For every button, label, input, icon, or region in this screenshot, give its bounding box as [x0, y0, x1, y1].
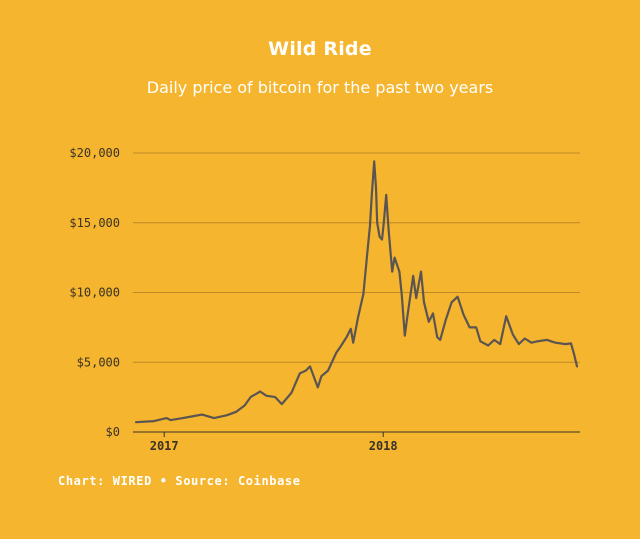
x-tick-label: 2018: [369, 439, 398, 453]
y-tick-label: $10,000: [69, 286, 120, 300]
y-tick-label: $0: [106, 425, 120, 439]
x-tick-label: 2017: [150, 439, 179, 453]
grid-layer: [133, 152, 580, 433]
x-axis-ticks: 2017 2018: [150, 432, 398, 453]
y-tick-label: $15,000: [69, 216, 120, 230]
chart-credit: Chart: WIRED • Source: Coinbase: [58, 474, 301, 488]
chart-title: Wild Ride: [268, 38, 372, 60]
y-axis-ticks: $0 $5,000 $10,000 $15,000 $20,000: [69, 146, 120, 439]
price-series-line: [134, 160, 579, 424]
series-layer: [134, 160, 579, 424]
chart-subtitle: Daily price of bitcoin for the past two …: [146, 78, 494, 97]
y-tick-label: $5,000: [77, 355, 120, 369]
y-tick-label: $20,000: [69, 146, 120, 160]
